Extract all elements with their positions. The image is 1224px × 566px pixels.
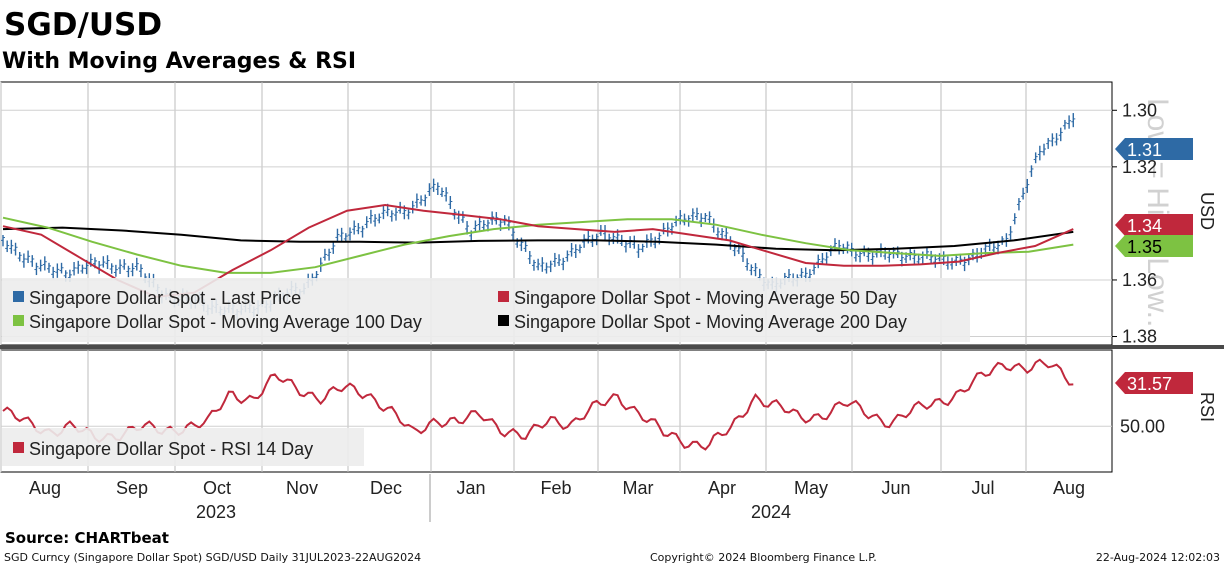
ma100-line xyxy=(2,216,1074,274)
tag-ma100-shape xyxy=(1115,235,1193,257)
tag-rsi-shape xyxy=(1115,372,1193,394)
x-tick-label: Sep xyxy=(116,478,148,498)
footer-copyright: Copyright© 2024 Bloomberg Finance L.P. xyxy=(650,551,877,564)
year-label: 2024 xyxy=(751,502,791,522)
legend-swatch-last-price xyxy=(13,291,24,302)
legend-label-last-price: Singapore Dollar Spot - Last Price xyxy=(29,288,301,308)
legend-swatch-ma200 xyxy=(498,315,509,326)
year-label: 2023 xyxy=(196,502,236,522)
legend-swatch-ma50 xyxy=(498,291,509,302)
tag-last-price-label: 1.31 xyxy=(1127,140,1162,160)
x-tick-label: Apr xyxy=(708,478,736,498)
chart-grid xyxy=(0,81,1224,473)
legend-label-ma200: Singapore Dollar Spot - Moving Average 2… xyxy=(514,312,907,332)
legend-item-ma50: Singapore Dollar Spot - Moving Average 5… xyxy=(498,288,897,308)
tag-ma100-label: 1.35 xyxy=(1127,237,1162,257)
y-tick-label: 1.38 xyxy=(1122,327,1157,347)
source-label: Source: CHARTbeat xyxy=(5,529,169,547)
rsi-legend-box xyxy=(2,428,364,466)
legend-label-rsi: Singapore Dollar Spot - RSI 14 Day xyxy=(29,439,313,459)
legend-swatch-ma100 xyxy=(13,315,24,326)
footer-security: SGD Curncy (Singapore Dollar Spot) SGD/U… xyxy=(4,551,422,564)
legend-item-last-price: Singapore Dollar Spot - Last Price xyxy=(13,288,301,308)
x-tick-label: Dec xyxy=(370,478,402,498)
y-tick-label: 1.32 xyxy=(1122,157,1157,177)
x-tick-label: Nov xyxy=(286,478,318,498)
x-tick-label: Aug xyxy=(1053,478,1085,498)
x-tick-label: Jul xyxy=(971,478,994,498)
x-tick-label: Jun xyxy=(881,478,910,498)
x-tick-label: Mar xyxy=(623,478,654,498)
y-axis-label: USD xyxy=(1197,192,1217,230)
legend-item-ma100: Singapore Dollar Spot - Moving Average 1… xyxy=(13,312,422,332)
panel-divider xyxy=(0,345,1224,349)
legend-item-ma200: Singapore Dollar Spot - Moving Average 2… xyxy=(498,312,907,332)
y-tick-label: 1.30 xyxy=(1122,100,1157,120)
legend-swatch-rsi xyxy=(13,442,24,453)
last-value-tags: 1.31 1.341.35 31.57 xyxy=(1115,138,1193,394)
tag-ma50-label: 1.34 xyxy=(1127,216,1162,236)
footer-timestamp: 22-Aug-2024 12:02:03 xyxy=(1095,551,1220,564)
chart-subtitle: With Moving Averages & RSI xyxy=(2,49,356,74)
tag-last-price-shape xyxy=(1115,138,1193,160)
x-tick-label: Oct xyxy=(203,478,231,498)
legend-label-ma50: Singapore Dollar Spot - Moving Average 5… xyxy=(514,288,897,308)
legend-label-ma100: Singapore Dollar Spot - Moving Average 1… xyxy=(29,312,422,332)
rsi-tick-label: 50.00 xyxy=(1120,416,1165,436)
x-tick-label: Feb xyxy=(540,478,571,498)
rsi-axis-label: RSI xyxy=(1197,392,1217,422)
x-tick-label: Jan xyxy=(456,478,485,498)
x-tick-label: Aug xyxy=(29,478,61,498)
price-legend-box xyxy=(2,278,970,342)
ma200-line xyxy=(2,226,1074,252)
tag-rsi-label: 31.57 xyxy=(1127,374,1172,394)
chart-title: SGD/USD xyxy=(4,7,162,43)
y-tick-label: 1.36 xyxy=(1122,270,1157,290)
x-tick-label: May xyxy=(794,478,828,498)
tag-ma50-shape xyxy=(1115,214,1193,236)
axis-labels: Aug Sep Oct Nov Dec Jan Feb Mar Apr May Jun Jul Aug 2… xyxy=(29,100,1165,522)
